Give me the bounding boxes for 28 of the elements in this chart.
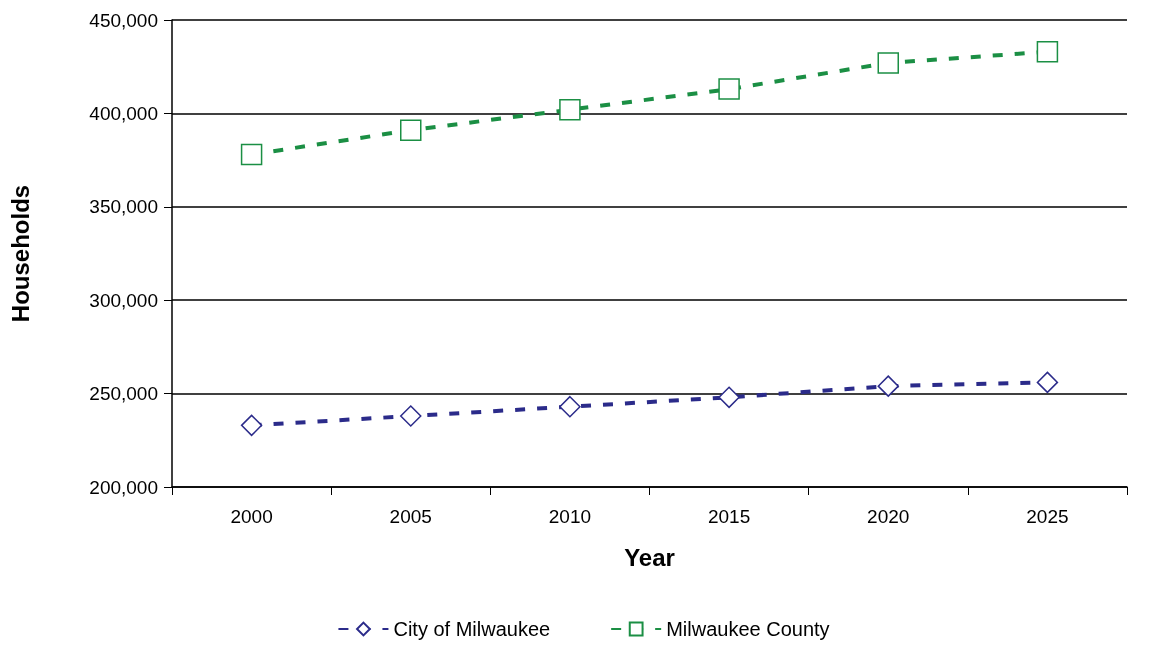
x-tick-label: 2020: [867, 506, 910, 527]
point: [240, 414, 263, 437]
point: [400, 119, 422, 141]
point: [240, 143, 263, 166]
point: [559, 395, 581, 418]
legend-label: City of Milwaukee: [393, 618, 551, 640]
y-tick-label: 300,000: [89, 289, 158, 311]
y-tick-label: 450,000: [89, 9, 158, 31]
x-tick-label: 2025: [1026, 506, 1069, 527]
point: [718, 386, 740, 409]
y-axis-title: Households: [6, 184, 34, 323]
point: [877, 52, 899, 74]
y-tick-label: 350,000: [89, 196, 158, 218]
x-tick-label: 2015: [707, 506, 751, 527]
point: [718, 78, 740, 100]
x-tick-label: 2010: [548, 506, 592, 527]
point: [1036, 41, 1059, 63]
x-axis-title: Year: [624, 543, 675, 571]
y-tick-label: 250,000: [89, 383, 158, 405]
legend-label: Milwaukee County: [666, 618, 830, 640]
point: [1036, 371, 1059, 394]
point: [400, 405, 422, 427]
x-tick-label: 2005: [389, 506, 432, 527]
y-tick-label: 400,000: [89, 102, 158, 124]
point: [559, 98, 581, 121]
y-tick-label: 200,000: [89, 476, 158, 498]
x-tick-label: 2000: [230, 506, 273, 527]
point: [877, 375, 899, 397]
